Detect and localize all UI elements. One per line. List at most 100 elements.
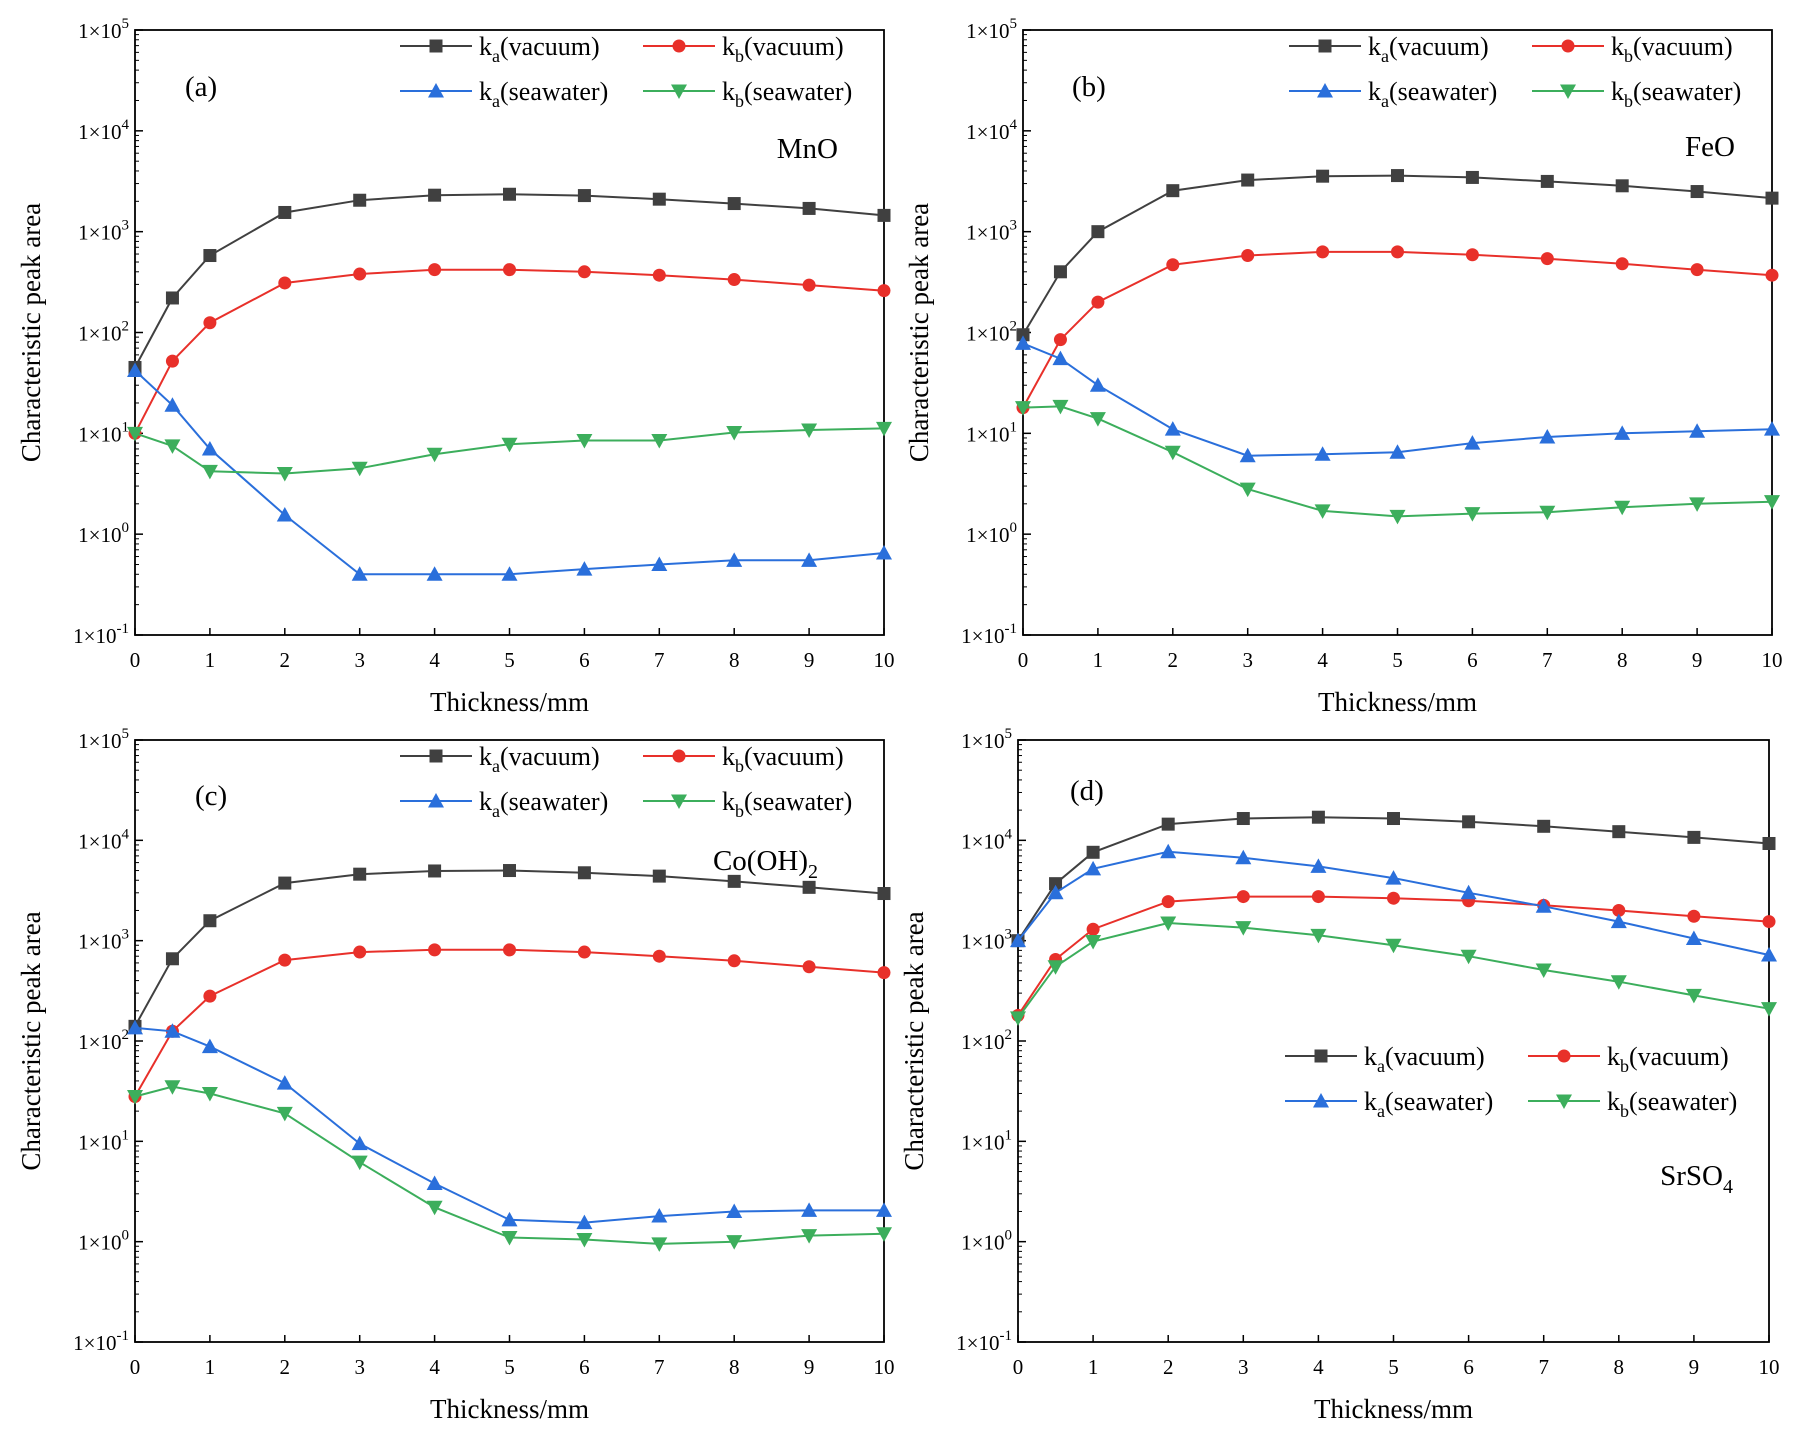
data-point [1385,870,1402,885]
y-tick-base: 1×10 [78,120,121,144]
data-point [877,208,891,222]
panel-label-text: (a) [185,71,217,103]
plot-frame [1022,29,1773,636]
legend-entry: ka(vacuum) [479,742,600,776]
legend: ka(vacuum) kb(vacuum) ka(seawater) kb(seawa… [1289,32,1741,111]
x-tick-label: 4 [429,648,440,672]
legend-medium: (vacuum) [1633,32,1733,61]
data-point [276,1106,293,1122]
data-point [1690,185,1704,199]
data-point [164,1023,181,1038]
data-point [1236,812,1250,826]
y-tick-exponent: 2 [1005,1027,1013,1043]
legend-entry: ka(seawater) [1368,77,1497,111]
y-tick-base: 1×10 [966,322,1009,346]
x-tick-label-text: 6 [1463,1355,1474,1379]
y-tick-exponent: 5 [1010,16,1018,32]
x-tick-label-text: 0 [1018,648,1029,672]
data-point [1685,988,1702,1004]
y-tick-exponent: -1 [117,1328,130,1344]
x-tick-label: 7 [1542,648,1553,672]
legend-medium: (vacuum) [500,742,600,771]
legend-marker [1314,1049,1328,1063]
data-point [1166,184,1180,198]
x-tick-label: 3 [354,1355,365,1379]
x-tick-label: 2 [1163,1355,1174,1379]
data-point [1765,268,1779,282]
panel-label-text: (b) [1072,71,1106,103]
data-point [876,1202,892,1217]
data-point [801,552,818,567]
x-tick-label-text: 6 [1467,648,1478,672]
data-point [127,426,143,442]
legend-medium: (seawater) [1385,1087,1493,1116]
data-point [503,187,516,201]
data-point [1615,179,1629,193]
data-point [1460,884,1477,900]
data-point [1086,845,1100,859]
legend-entry: kb(seawater) [722,77,852,111]
x-tick-label-text: 4 [429,1355,440,1379]
legend-medium: (vacuum) [744,742,844,771]
legend-subscript: a [1381,46,1389,66]
data-point [1389,509,1406,525]
series-kb(seawater) [1015,399,1780,525]
material-name: SrSO [1660,1160,1723,1192]
data-point [877,966,891,980]
x-tick-label-text: 3 [1238,1355,1249,1379]
series-line [1022,174,1773,336]
data-point [1016,328,1030,342]
legend: ka(vacuum) kb(vacuum) ka(seawater) kb(seawa… [400,32,852,111]
data-point [201,1038,218,1054]
legend-subscript: b [1620,1056,1629,1076]
legend-entry: ka(seawater) [479,77,608,111]
data-point [1053,333,1067,347]
data-point [1316,169,1330,183]
series-ka(seawater) [1015,335,1780,463]
y-tick-base: 1×10 [73,624,116,648]
x-tick-label-text: 8 [729,648,740,672]
x-tick-label-text: 5 [1388,1355,1399,1379]
x-tick-label-text: 9 [804,648,815,672]
data-point [1764,421,1780,436]
x-tick-label: 0 [130,648,141,672]
material-label: FeO [1685,131,1735,163]
data-point [1614,500,1631,516]
legend-entry: kb(vacuum) [1607,1042,1729,1076]
data-point [727,197,741,211]
data-point [1091,295,1105,309]
y-tick-exponent: 0 [122,520,130,536]
x-tick-label: 4 [1317,648,1328,672]
x-tick-label-text: 5 [504,648,515,672]
series-line [1022,342,1773,457]
data-point [1235,921,1252,936]
data-point [1612,825,1626,839]
legend-entry: kb(vacuum) [1611,32,1733,66]
data-point [801,1202,818,1217]
legend-medium: (seawater) [1629,1087,1737,1116]
legend-medium: (vacuum) [1629,1042,1729,1071]
data-point [1465,170,1479,184]
x-axis-label: Thickness/mm [430,1394,589,1424]
y-tick-label: 1×10-1 [956,1328,1012,1355]
data-point [353,945,367,959]
y-tick-exponent: 2 [1010,319,1018,335]
x-tick-label: 2 [280,648,291,672]
x-tick-label-text: 2 [1168,648,1179,672]
x-axis-label: Thickness/mm [1318,687,1477,717]
series-kb(seawater) [1010,916,1777,1026]
data-point [1314,504,1331,519]
data-point [276,1075,293,1090]
series-line [134,193,885,368]
legend-medium: (seawater) [744,787,852,816]
series-ka(seawater) [127,362,892,581]
series-kb(seawater) [127,1080,892,1252]
data-point [428,864,442,878]
data-point [726,1203,743,1218]
data-point [577,866,591,880]
data-point [1161,895,1175,909]
y-tick-label: 1×100 [961,1228,1012,1255]
y-tick-label: 1×101 [961,1127,1012,1154]
data-point [651,556,668,572]
x-tick-label-text: 1 [205,1355,216,1379]
